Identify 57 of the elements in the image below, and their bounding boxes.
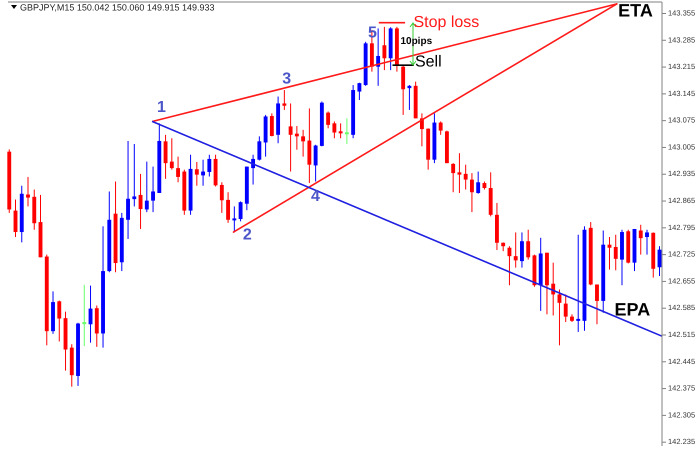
- candlestick: [294, 126, 299, 150]
- candlestick: [314, 144, 318, 182]
- candlestick: [220, 182, 224, 214]
- candlestick: [26, 176, 30, 207]
- candlestick: [226, 192, 230, 224]
- candlestick: [526, 229, 530, 260]
- candlestick: [238, 200, 243, 222]
- annotation: ETA: [618, 0, 653, 21]
- candlestick: [401, 64, 406, 116]
- candlestick: [438, 120, 443, 136]
- annotation: 1: [156, 99, 166, 116]
- candlestick: [194, 161, 199, 186]
- candlestick: [344, 118, 349, 145]
- candlestick: [576, 234, 580, 332]
- candlestick: [658, 246, 662, 277]
- candlestick: [470, 172, 474, 213]
- candlestick: [14, 199, 18, 238]
- annotation: 4: [311, 188, 320, 205]
- candlestick: [82, 284, 86, 347]
- candlestick: [564, 294, 568, 322]
- candlestick: [614, 234, 618, 271]
- candlestick: [520, 232, 524, 268]
- candlestick: [126, 140, 130, 240]
- chart-title: GBPJPY,M15 150.042 150.060 149.915 149.933: [20, 2, 214, 12]
- annotation: Stop loss: [413, 14, 480, 31]
- candlestick: [232, 206, 236, 233]
- candlestick: [164, 134, 168, 180]
- candlestick: [270, 112, 274, 137]
- candlestick: [476, 171, 480, 194]
- annotation: 2: [242, 226, 252, 244]
- candlestick: [608, 236, 612, 270]
- candlestick: [326, 110, 330, 129]
- candlestick: [151, 166, 155, 213]
- candlestick: [464, 164, 468, 190]
- candlestick: [558, 288, 562, 346]
- candlestick: [288, 102, 293, 172]
- candlestick: [357, 82, 362, 100]
- candlestick: [645, 229, 649, 256]
- candlestick: [338, 122, 343, 139]
- candlestick: [332, 120, 336, 139]
- candlestick: [514, 232, 518, 268]
- candlestick: [138, 173, 142, 230]
- candlestick: [201, 159, 206, 186]
- annotation: Sell: [414, 53, 442, 70]
- candlestick: [144, 161, 149, 213]
- candlestick: [257, 136, 262, 161]
- candlestick: [207, 154, 212, 178]
- candlestick: [176, 156, 180, 183]
- candlestick: [382, 26, 386, 71]
- annotation: EPA: [614, 300, 650, 320]
- candlestick: [170, 138, 174, 170]
- candlestick: [508, 246, 512, 286]
- annotation: 3: [282, 70, 292, 88]
- candlestick: [301, 129, 306, 158]
- candlestick: [595, 284, 599, 325]
- candlestick: [88, 285, 92, 344]
- candlestick: [451, 162, 456, 193]
